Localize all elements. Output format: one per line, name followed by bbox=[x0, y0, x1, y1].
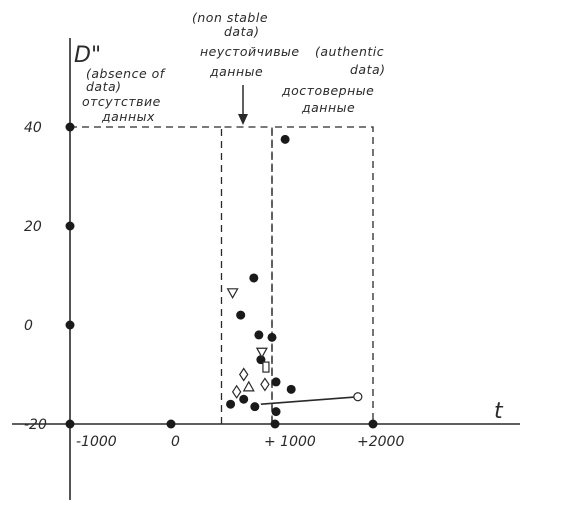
filled-circle-point-16 bbox=[166, 419, 176, 429]
filled-circle-point-1 bbox=[249, 273, 259, 283]
data-points bbox=[65, 122, 378, 429]
pointer-arrow-head bbox=[238, 114, 248, 125]
x-tick-label-2: + 1000 bbox=[264, 434, 316, 450]
filled-circle-point-0 bbox=[280, 134, 290, 144]
filled-circle-point-13 bbox=[65, 221, 75, 231]
open-diamond-point-0 bbox=[238, 367, 249, 382]
annotation-absence-line-4: данных bbox=[101, 109, 155, 124]
annotation-absence-line-3: отсутствие bbox=[82, 94, 161, 109]
filled-circle-point-3 bbox=[254, 330, 264, 340]
y-tick-label-1: 20 bbox=[24, 219, 42, 235]
filled-circle-point-7 bbox=[286, 384, 296, 394]
open-triangle-down-point-0 bbox=[226, 288, 239, 300]
annotation-nonstable-line-2: data) bbox=[224, 24, 260, 39]
filled-circle-point-17 bbox=[270, 419, 280, 429]
x-tick-label-0: -1000 bbox=[76, 434, 117, 450]
annotation-authentic: (authentic data) достоверные данные bbox=[281, 44, 386, 115]
open-diamond-point-1 bbox=[260, 377, 270, 392]
filled-circle-point-8 bbox=[226, 399, 236, 409]
filled-circle-point-9 bbox=[239, 394, 249, 404]
axis-ticks: 40 20 0 -20 -1000 0 + 1000 +2000 bbox=[24, 120, 404, 450]
filled-circle-point-11 bbox=[271, 407, 281, 417]
authentic-region-box bbox=[271, 126, 374, 424]
filled-circle-point-15 bbox=[65, 419, 75, 429]
x-axis-label: t bbox=[494, 399, 504, 424]
open-rect-point-0 bbox=[262, 361, 270, 373]
filled-circle-point-2 bbox=[236, 310, 246, 320]
annotation-nonstable-line-1: (non stable bbox=[192, 10, 268, 25]
filled-circle-point-12 bbox=[65, 122, 75, 132]
x-tick-label-3: +2000 bbox=[357, 434, 404, 450]
annotation-absence: (absence of data) отсутствие данных bbox=[82, 66, 166, 124]
y-axis-label: D" bbox=[74, 43, 101, 68]
open-diamond-point-2 bbox=[231, 384, 242, 399]
trend-line bbox=[260, 395, 358, 405]
annotation-absence-line-2: data) bbox=[86, 79, 122, 94]
pointer-arrow bbox=[238, 85, 248, 125]
annotation-authentic-line-2: data) bbox=[350, 62, 386, 77]
annotation-nonstable-line-3: неустойчивые bbox=[200, 44, 300, 59]
annotation-authentic-line-1: (authentic bbox=[315, 44, 384, 59]
annotation-authentic-line-4: данные bbox=[301, 100, 355, 115]
y-tick-label-0: 40 bbox=[24, 120, 42, 136]
open-triangle-up-point-0 bbox=[242, 380, 255, 392]
open-triangle-down-point-1 bbox=[255, 347, 268, 359]
filled-circle-point-6 bbox=[271, 377, 281, 387]
filled-circle-point-4 bbox=[267, 332, 277, 342]
y-tick-label-2: 0 bbox=[24, 318, 33, 334]
annotation-nonstable-line-4: данные bbox=[209, 64, 263, 79]
filled-circle-point-14 bbox=[65, 320, 75, 330]
annotation-authentic-line-3: достоверные bbox=[281, 83, 374, 98]
x-tick-label-1: 0 bbox=[171, 434, 180, 450]
filled-circle-point-10 bbox=[250, 402, 260, 412]
annotation-absence-line-1: (absence of bbox=[86, 66, 166, 81]
open-circle-point-0 bbox=[353, 392, 363, 402]
filled-circle-point-18 bbox=[368, 419, 378, 429]
annotation-nonstable: (non stable data) неустойчивые данные bbox=[192, 10, 300, 79]
region-boxes bbox=[70, 126, 374, 424]
y-tick-label-3: -20 bbox=[24, 417, 47, 433]
